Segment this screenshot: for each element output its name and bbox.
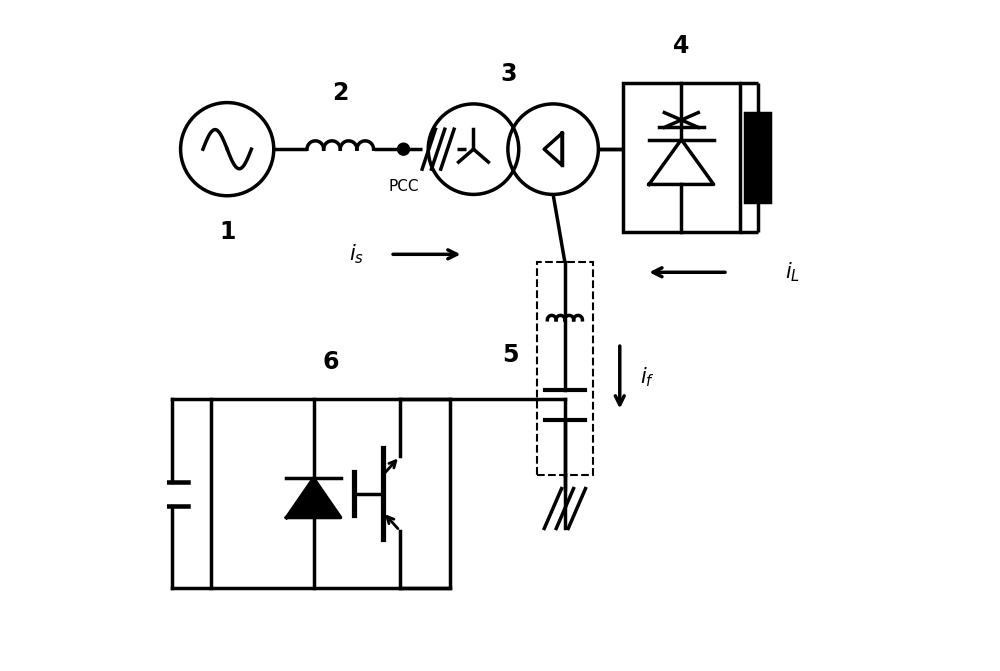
Polygon shape: [286, 478, 341, 517]
Text: 3: 3: [501, 62, 517, 86]
Text: 2: 2: [332, 81, 348, 105]
Text: $i_s$: $i_s$: [349, 242, 364, 266]
Text: $i_L$: $i_L$: [785, 260, 800, 284]
Bar: [537, 262, 593, 475]
Text: $i_f$: $i_f$: [640, 366, 655, 389]
Text: 1: 1: [219, 220, 235, 244]
Bar: [623, 83, 740, 232]
Text: 5: 5: [502, 344, 518, 368]
Text: 4: 4: [673, 34, 690, 58]
Text: 6: 6: [322, 350, 339, 374]
Bar: [745, 113, 770, 203]
Text: PCC: PCC: [388, 179, 419, 194]
Bar: [211, 399, 450, 588]
Circle shape: [398, 143, 409, 155]
